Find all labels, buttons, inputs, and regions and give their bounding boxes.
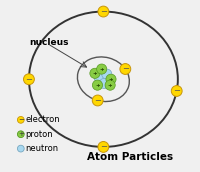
- Circle shape: [17, 145, 24, 152]
- Circle shape: [98, 142, 109, 152]
- Text: +: +: [99, 67, 104, 72]
- Text: −: −: [122, 64, 129, 73]
- Text: +: +: [95, 83, 100, 88]
- Text: −: −: [173, 87, 180, 95]
- Text: −: −: [94, 96, 101, 105]
- Circle shape: [94, 72, 104, 83]
- Text: neutron: neutron: [26, 144, 59, 153]
- Text: nucleus: nucleus: [29, 37, 68, 46]
- Circle shape: [97, 64, 107, 74]
- Text: electron: electron: [26, 115, 60, 124]
- Circle shape: [17, 116, 24, 123]
- Circle shape: [171, 86, 182, 96]
- Text: −: −: [18, 117, 24, 123]
- Circle shape: [24, 74, 34, 85]
- Circle shape: [92, 80, 103, 90]
- Circle shape: [92, 95, 103, 106]
- Text: −: −: [25, 75, 32, 84]
- Text: −: −: [100, 142, 107, 151]
- Circle shape: [90, 68, 100, 78]
- Text: +: +: [109, 77, 113, 82]
- Text: +: +: [18, 131, 24, 137]
- Text: +: +: [108, 83, 112, 88]
- Circle shape: [17, 131, 24, 138]
- Circle shape: [102, 69, 112, 79]
- Circle shape: [120, 64, 131, 74]
- Circle shape: [98, 6, 109, 17]
- Circle shape: [105, 80, 115, 90]
- Circle shape: [99, 78, 109, 89]
- Text: +: +: [93, 71, 97, 76]
- Circle shape: [106, 74, 116, 84]
- Text: −: −: [100, 7, 107, 16]
- Text: proton: proton: [26, 130, 53, 139]
- Text: Atom Particles: Atom Particles: [87, 152, 174, 162]
